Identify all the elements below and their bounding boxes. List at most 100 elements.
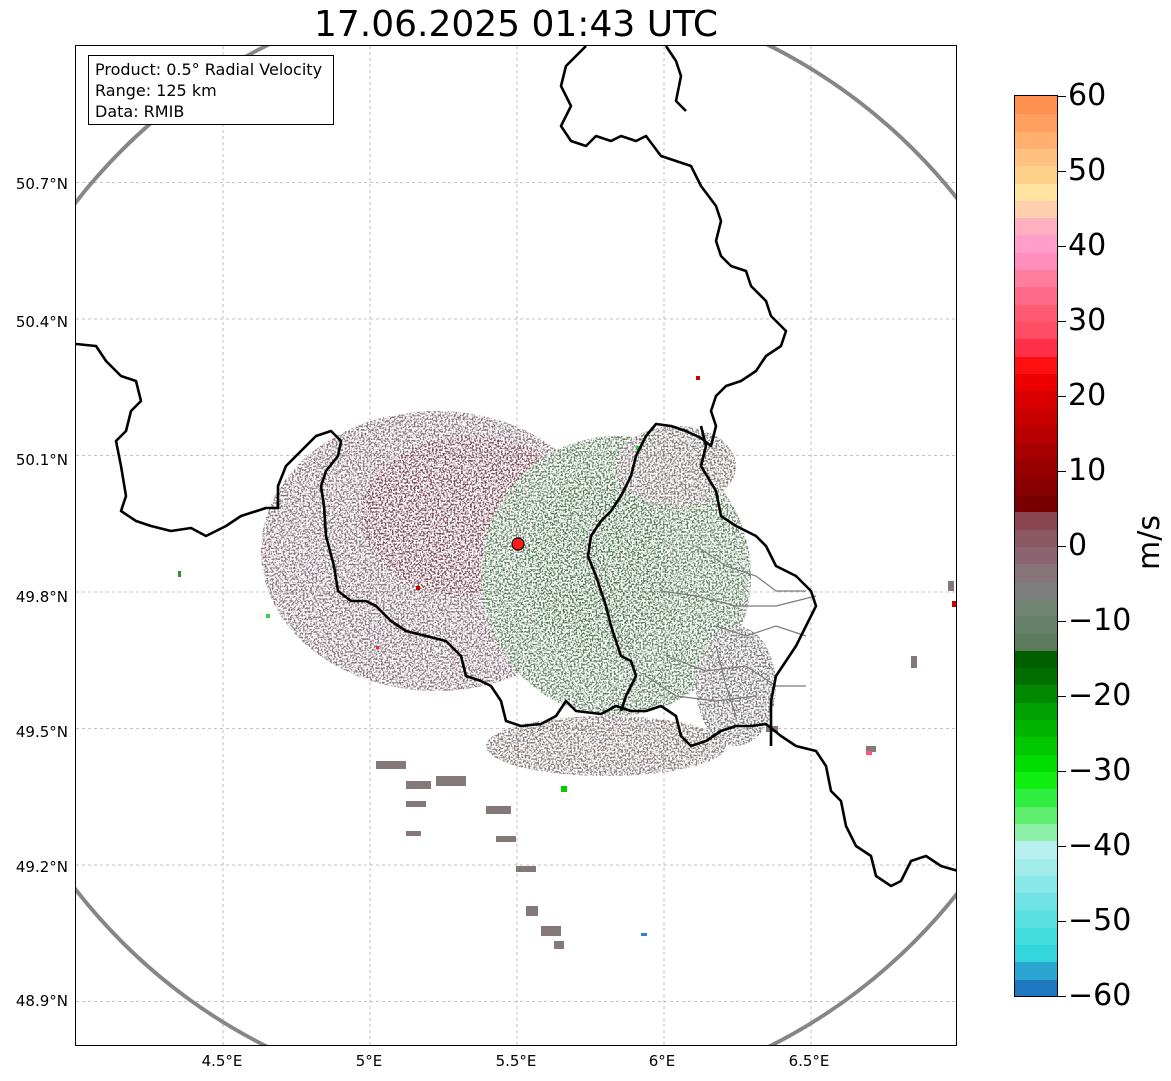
colorbar-tick-label: 20 [1068,378,1107,413]
colorbar-segment [1015,649,1057,669]
y-tick-label: 50.4°N [15,313,68,331]
y-tick-label: 49.8°N [15,588,68,606]
x-tick-label: 5°E [355,1052,383,1070]
colorbar-tick-mark [1058,96,1066,97]
colorbar-tick-mark [1058,246,1066,247]
echo-southeast [696,626,776,746]
colorbar-tick-label: −50 [1068,903,1132,938]
colorbar-tick-label: −10 [1068,603,1132,638]
colorbar-tick-label: 60 [1068,78,1107,113]
colorbar-segment [1015,944,1057,963]
colorbar-segment [1015,788,1057,807]
colorbar-segment [1015,113,1057,132]
colorbar-segment [1015,615,1057,634]
colorbar-tick-mark [1058,846,1066,847]
colorbar-segment [1015,338,1057,357]
radar-map-canvas [76,46,956,1045]
country-borders [76,46,956,888]
colorbar-segment [1015,805,1057,824]
colorbar-tick-mark [1058,621,1066,622]
colorbar-segment [1015,234,1057,253]
velocity-echoes [178,376,956,949]
colorbar-tick-mark [1058,771,1066,772]
y-tick-label: 48.9°N [15,992,68,1010]
southern-streak-echoes [376,581,954,949]
colorbar-segment [1015,199,1057,219]
y-tick-label: 49.2°N [15,858,68,876]
colorbar-segment [1015,926,1057,946]
radar-site-marker[interactable] [511,537,525,551]
colorbar-tick-label: −60 [1068,978,1132,1013]
colorbar-segment [1015,909,1057,928]
x-tick-label: 5.5°E [495,1052,537,1070]
colorbar-tick-mark [1058,996,1066,997]
colorbar-segment [1015,892,1057,911]
colorbar-tick-label: 30 [1068,303,1107,338]
colorbar-segment [1015,857,1057,876]
echo-approaching-core [526,476,666,656]
colorbar-tick-mark [1058,396,1066,397]
colorbar-segment [1015,442,1057,461]
colorbar-tick-mark [1058,696,1066,697]
colorbar-tick-label: −20 [1068,678,1132,713]
colorbar-segment [1015,667,1057,686]
colorbar-tick-mark [1058,921,1066,922]
colorbar-segment [1015,372,1057,392]
colorbar-segment [1015,840,1057,859]
colorbar-segment [1015,303,1057,322]
data-source-label: Data: RMIB [95,102,185,121]
colorbar-segment [1015,822,1057,842]
colorbar-tick-label: 50 [1068,153,1107,188]
colorbar-segment [1015,390,1057,409]
colorbar-segment [1015,407,1057,426]
colorbar-segment [1015,269,1057,288]
colorbar-segment [1015,736,1057,755]
colorbar-segment [1015,719,1057,738]
colorbar-segment [1015,684,1057,703]
y-tick-label: 50.1°N [15,451,68,469]
colorbar-tick-mark [1058,321,1066,322]
colorbar-segment [1015,286,1057,305]
colorbar-segment [1015,321,1057,340]
colorbar-segment [1015,459,1057,478]
colorbar-tick-label: 10 [1068,453,1107,488]
y-tick-label: 49.5°N [15,723,68,741]
colorbar-segment [1015,424,1057,444]
product-info-box: Product: 0.5° Radial Velocity Range: 125… [88,55,334,125]
colorbar-segment [1015,563,1057,582]
colorbar-segment [1015,528,1057,547]
y-tick-label: 50.7°N [15,175,68,193]
colorbar-segment [1015,494,1057,513]
region-borders [645,545,817,717]
colorbar-tick-mark [1058,546,1066,547]
colorbar-segment [1015,182,1057,201]
colorbar-segment [1015,165,1057,184]
colorbar-segment [1015,355,1057,374]
noise-speckles [178,376,956,936]
echo-south [486,716,726,776]
product-label: Product: 0.5° Radial Velocity [95,60,323,79]
colorbar-tick-label: −40 [1068,828,1132,863]
colorbar-segment [1015,753,1057,772]
colorbar-segment [1015,130,1057,149]
colorbar-segment [1015,251,1057,271]
colorbar-segment [1015,978,1057,996]
radar-map[interactable] [75,45,957,1046]
colorbar-segment [1015,217,1057,236]
map-title: 17.06.2025 01:43 UTC [313,4,719,45]
colorbar-segment [1015,874,1057,894]
colorbar-tick-mark [1058,471,1066,472]
colorbar-segment [1015,632,1057,651]
colorbar-segment [1015,597,1057,617]
colorbar-segment [1015,546,1057,565]
colorbar-unit-label: m/s [1132,515,1167,570]
x-tick-label: 6.5°E [788,1052,830,1070]
colorbar-tick-label: 40 [1068,228,1107,263]
x-tick-label: 6°E [648,1052,676,1070]
colorbar-segment [1015,961,1057,980]
colorbar-segment [1015,96,1057,115]
colorbar-segment [1015,476,1057,496]
velocity-colorbar [1014,95,1058,997]
colorbar-tick-label: −30 [1068,753,1132,788]
x-tick-label: 4.5°E [201,1052,243,1070]
